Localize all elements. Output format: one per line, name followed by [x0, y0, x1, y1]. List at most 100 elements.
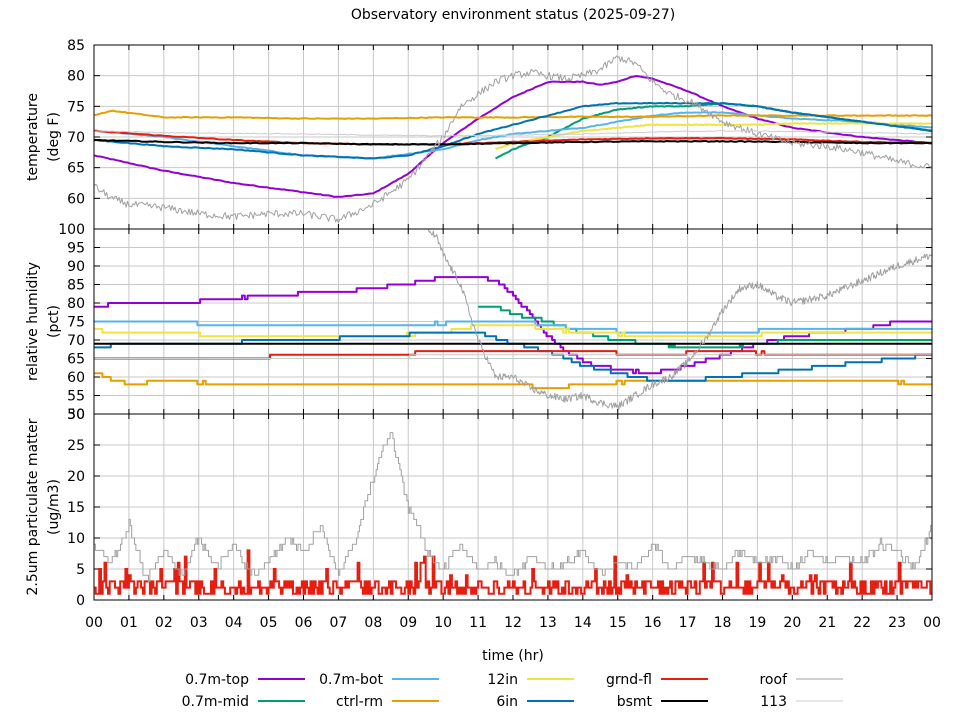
legend-item-ctrl-rm: ctrl-rm: [336, 694, 439, 710]
legend-item-bsmt: bsmt: [617, 694, 708, 710]
x-tick-label: 09: [399, 615, 417, 631]
x-tick-label: 02: [155, 615, 173, 631]
y-tick-label: 85: [67, 278, 85, 294]
x-tick-label: 06: [295, 615, 313, 631]
legend-item-113: 113: [760, 694, 843, 710]
series-line-6in: [94, 101, 932, 160]
series-line-0.7m-bot: [94, 320, 932, 334]
y-tick-label: 85: [67, 38, 85, 54]
x-tick-label: 19: [749, 615, 767, 631]
series-line-bsmt: [94, 138, 932, 146]
x-tick-label: 01: [120, 615, 138, 631]
y-tick-label: 65: [67, 161, 85, 177]
y-tick-label: 5: [76, 562, 85, 578]
legend-label: bsmt: [617, 694, 653, 710]
x-tick-label: 17: [679, 615, 697, 631]
legend-label: 0.7m-top: [185, 672, 249, 688]
y-tick-label: 20: [67, 469, 85, 485]
x-tick-label: 20: [783, 615, 801, 631]
x-axis-label: time (hr): [482, 648, 544, 664]
legend-label: 12in: [487, 672, 518, 688]
series-group: [94, 432, 932, 595]
panel-temperature: 60 65 70 75 80 85 temperature (deg F): [25, 38, 933, 230]
y-tick-label: 15: [67, 500, 85, 516]
legend-label: 0.7m-bot: [319, 672, 383, 688]
series-group: [94, 55, 932, 224]
legend-item-6in: 6in: [496, 694, 574, 710]
series-line-0.7m-bot: [94, 111, 932, 160]
series-line-0.7m-mid: [478, 305, 932, 349]
legend-label: grnd-fl: [606, 672, 652, 688]
chart-title: Observatory environment status (2025-09-…: [351, 7, 675, 23]
panel-particulate: 0 5 10 15 20 25 30 2.5um particulate matter (ug/…: [25, 407, 933, 609]
series-line-113: [94, 354, 932, 359]
legend-label: 6in: [496, 694, 518, 710]
x-tick-label: 18: [714, 615, 732, 631]
x-tick-label: 14: [574, 615, 592, 631]
y-axis-label: temperature (deg F): [25, 93, 62, 181]
y-tick-label: 55: [67, 389, 85, 405]
x-tick-label: 00: [85, 615, 103, 631]
y-tick-label: 100: [58, 222, 85, 238]
x-tick-label: 23: [888, 615, 906, 631]
y-tick-label: 60: [67, 191, 85, 207]
series-group: [94, 229, 932, 410]
series-line-12in: [94, 324, 932, 338]
x-tick-label: 03: [190, 615, 208, 631]
legend-label: ctrl-rm: [336, 694, 383, 710]
x-tick-label: 00: [923, 615, 941, 631]
y-tick-label: 65: [67, 352, 85, 368]
series-line-113: [94, 130, 932, 137]
panel-humidity: 50 55 60 65 70 75 80 85 90 95 100 relative humidity…: [25, 222, 933, 423]
x-tick-label: 16: [644, 615, 662, 631]
series-line-roof: [94, 55, 932, 224]
y-tick-label: 90: [67, 259, 85, 275]
legend-item-grnd-fl: grnd-fl: [606, 672, 708, 688]
y-tick-label: 70: [67, 333, 85, 349]
y-tick-label: 30: [67, 407, 85, 423]
legend-item-roof: roof: [759, 672, 843, 688]
series-line-roof: [427, 229, 932, 410]
series-line-ctrl-rm: [94, 372, 932, 390]
plot-frame: [93, 413, 933, 601]
legend-label: 0.7m-mid: [182, 694, 249, 710]
series-line-roof: [94, 432, 932, 582]
series-line-0.7m-top: [94, 75, 932, 198]
x-tick-labels: 00 01 02 03 04 05 06 07 08 09 10 11 12 13 14 15 16 17 18 19…: [85, 615, 941, 631]
y-tick-label: 60: [67, 370, 85, 386]
x-tick-label: 07: [330, 615, 348, 631]
x-tick-label: 11: [469, 615, 487, 631]
y-axis-label: relative humidity (pct): [25, 262, 62, 381]
x-tick-label: 22: [853, 615, 871, 631]
x-tick-label: 10: [434, 615, 452, 631]
x-tick-label: 12: [504, 615, 522, 631]
legend-item-0.7m-top: 0.7m-top: [185, 672, 305, 688]
y-tick-label: 25: [67, 438, 85, 454]
legend: 0.7m-top 0.7m-mid 0.7m-bot ctrl-rm 12in 6in gr…: [182, 672, 843, 710]
series-line-ctrl-rm: [94, 109, 932, 120]
legend-item-12in: 12in: [487, 672, 574, 688]
y-tick-label: 80: [67, 69, 85, 85]
y-tick-label: 80: [67, 296, 85, 312]
series-line-grnd-fl: [94, 129, 932, 146]
y-tick-label: 50: [67, 407, 85, 423]
legend-item-0.7m-bot: 0.7m-bot: [319, 672, 439, 688]
x-tick-label: 05: [260, 615, 278, 631]
x-tick-label: 04: [225, 615, 243, 631]
y-tick-label: 0: [76, 593, 85, 609]
y-axis-label: 2.5um particulate matter (ug/m3): [25, 418, 62, 595]
y-tick-label: 95: [67, 241, 85, 257]
x-tick-label: 15: [609, 615, 627, 631]
x-tick-label: 13: [539, 615, 557, 631]
series-line-12in: [495, 122, 932, 151]
y-tick-label: 75: [67, 99, 85, 115]
legend-label: roof: [759, 672, 788, 688]
x-tick-label: 21: [818, 615, 836, 631]
y-tick-label: 70: [67, 130, 85, 146]
series-line-grnd-fl: [94, 549, 932, 595]
legend-label: 113: [760, 694, 787, 710]
y-tick-label: 75: [67, 315, 85, 331]
legend-item-0.7m-mid: 0.7m-mid: [182, 694, 305, 710]
